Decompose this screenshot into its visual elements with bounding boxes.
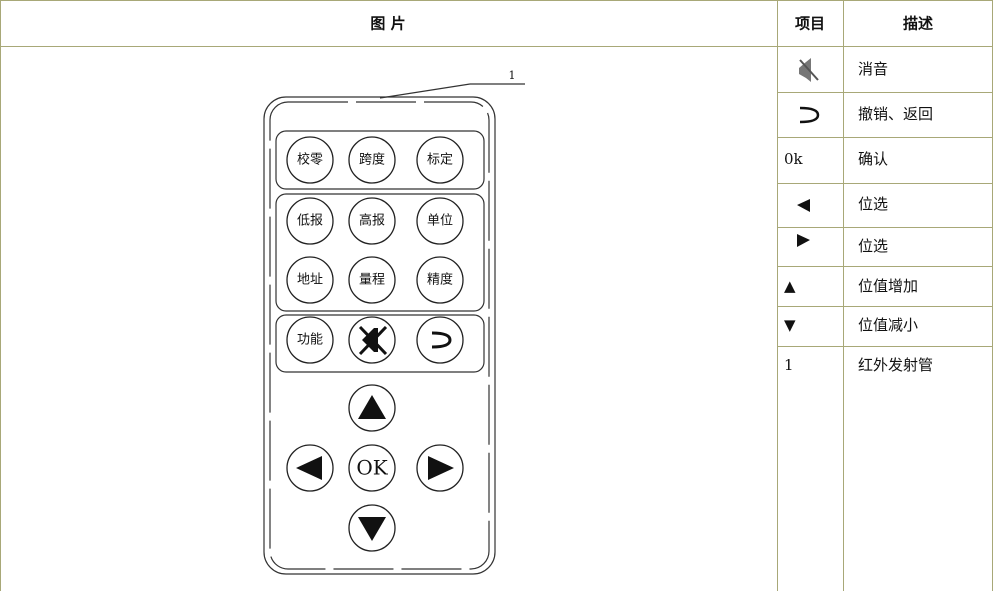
- remote-button: [348, 136, 396, 184]
- remote-button: [286, 136, 334, 184]
- up-button: [348, 384, 396, 432]
- item: 0k: [784, 150, 804, 168]
- description: 确认: [858, 150, 888, 168]
- button-label: 校零: [297, 152, 323, 168]
- button-label: 低报: [297, 214, 323, 229]
- button-label: 功能: [297, 333, 323, 348]
- button-label: 地址: [297, 273, 323, 288]
- callout: 1: [509, 69, 516, 82]
- button-label: 单位: [427, 214, 453, 229]
- left-icon: [797, 199, 810, 212]
- up-glyph: [358, 395, 386, 419]
- remote-button: [416, 136, 464, 184]
- down-glyph: [358, 517, 386, 541]
- description: 消音: [858, 60, 888, 78]
- return-glyph: [431, 331, 452, 349]
- button-label: 跨度: [359, 152, 385, 168]
- mute-glyph: [362, 328, 378, 352]
- description: 位选: [858, 195, 888, 213]
- left-glyph: [296, 456, 322, 480]
- return-button: [416, 316, 464, 364]
- ok-button: [348, 444, 396, 492]
- remote: [263, 83, 525, 575]
- mute-glyph: [358, 325, 388, 356]
- remote-button: [348, 197, 396, 245]
- remote-button: [286, 256, 334, 304]
- left-button: [286, 444, 334, 492]
- description: 撤销、返回: [858, 105, 933, 123]
- description: 位值增加: [858, 277, 918, 295]
- remote-button: [286, 316, 334, 364]
- right-glyph: [428, 456, 454, 480]
- header: 项目: [795, 15, 825, 33]
- remote-button: [286, 197, 334, 245]
- button-label: 标定: [427, 153, 453, 168]
- description: 位值减小: [858, 316, 918, 334]
- right-icon: [797, 234, 810, 247]
- item: 1: [784, 356, 794, 374]
- button-label: 高报: [359, 213, 385, 229]
- button-label: 量程: [359, 273, 385, 288]
- mute-icon: [799, 58, 819, 82]
- item: ▲: [784, 277, 796, 295]
- remote-button: [416, 256, 464, 304]
- item: ▼: [784, 316, 796, 334]
- header: 描述: [903, 15, 933, 33]
- header: 图 片: [370, 15, 405, 33]
- description: 红外发射管: [858, 356, 933, 374]
- mute-button: [348, 316, 396, 364]
- right-button: [416, 444, 464, 492]
- button-label: 精度: [427, 272, 453, 288]
- description: 位选: [858, 237, 888, 255]
- remote-button: [348, 256, 396, 304]
- remote-button: [416, 197, 464, 245]
- return-icon: [799, 106, 820, 124]
- ok-label: OK: [356, 456, 388, 480]
- down-button: [348, 504, 396, 552]
